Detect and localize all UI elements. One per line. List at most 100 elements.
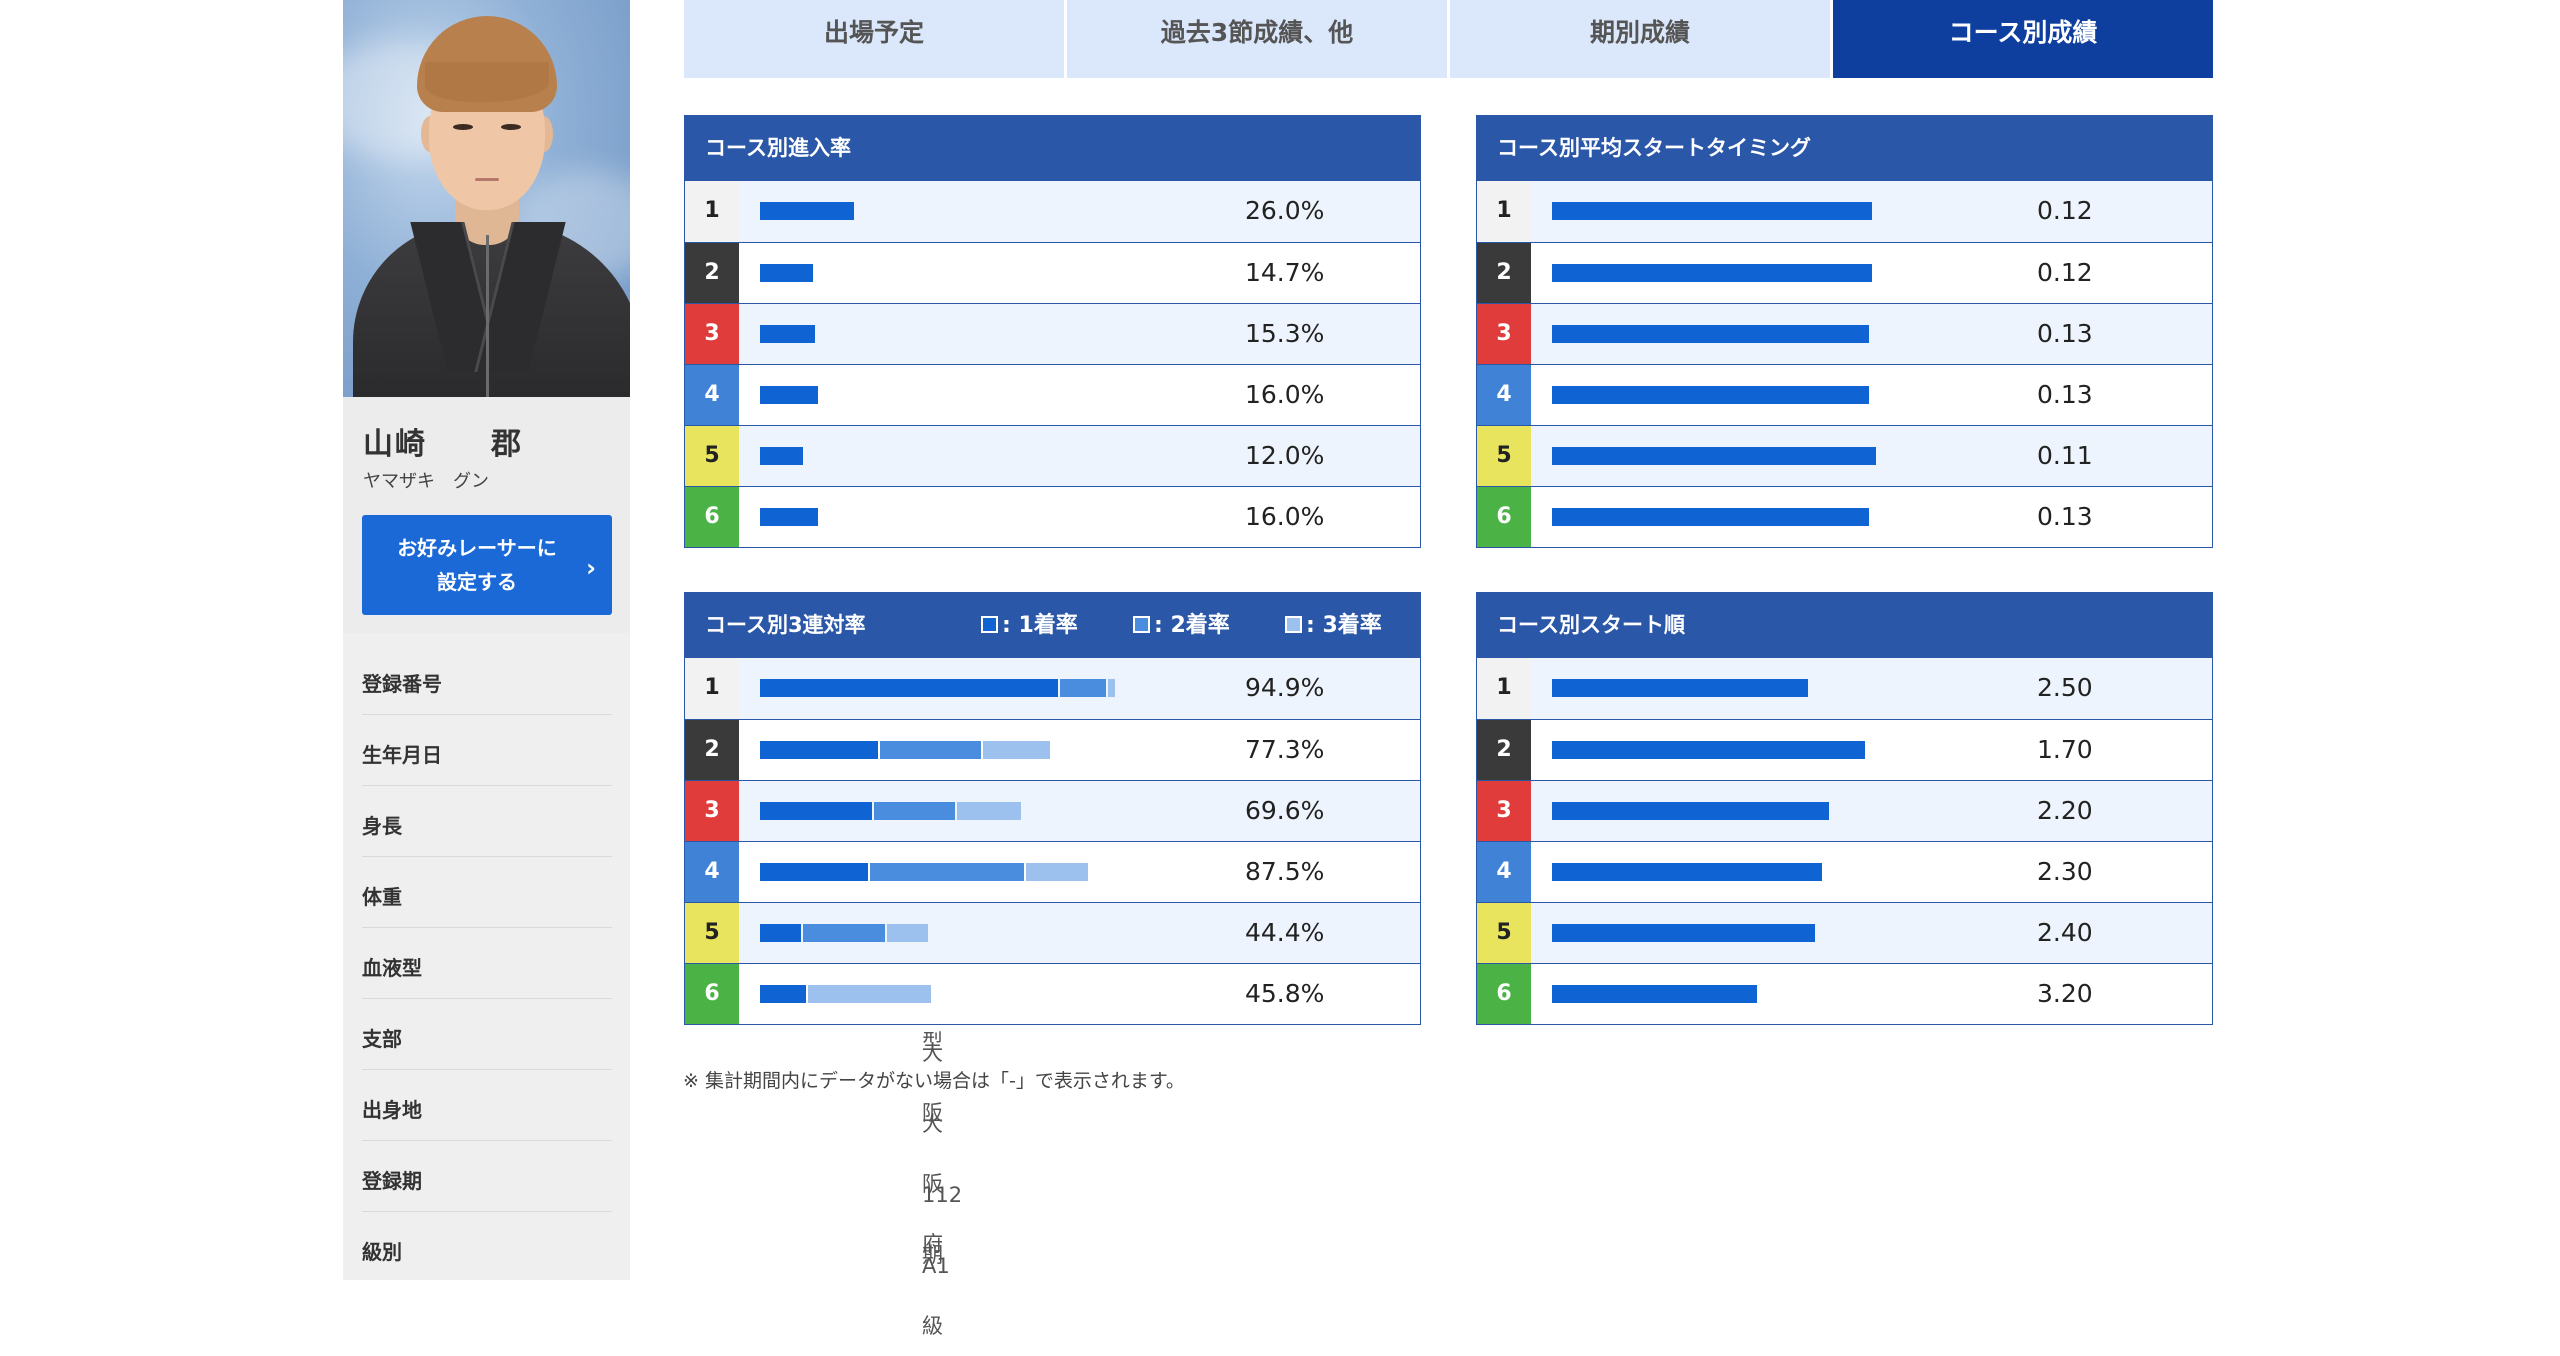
course-row: 4 87.5% (685, 841, 1420, 902)
course-value: 2.40 (2037, 918, 2093, 947)
bar-segment-1 (760, 325, 816, 343)
bar-track (1552, 741, 2052, 759)
course-number-badge: 2 (1477, 243, 1531, 303)
course-row: 6 3.20 (1477, 963, 2212, 1024)
info-label: 体重 (362, 885, 402, 909)
legend-third: : 3着率 (1285, 593, 1382, 658)
bar-track (760, 508, 1260, 526)
course-value: 69.6% (1245, 796, 1325, 825)
panel-title: コース別進入率 (685, 116, 1420, 181)
bar-track (760, 386, 1260, 404)
bar-segment-3 (982, 741, 1050, 759)
tab-1[interactable]: 出場予定 (684, 0, 1064, 78)
course-number-badge: 2 (1477, 720, 1531, 780)
bar-segment-2 (874, 802, 955, 820)
course-row: 2 0.12 (1477, 242, 2212, 303)
course-number-badge: 4 (1477, 365, 1531, 425)
panel-title: コース別平均スタートタイミング (1477, 116, 2212, 181)
bar-segment-1 (1552, 985, 1758, 1003)
set-favorite-button[interactable]: お好みレーサーに 設定する › (362, 515, 612, 615)
course-number-badge: 3 (685, 781, 739, 841)
course-number-badge: 2 (685, 720, 739, 780)
info-label: 出身地 (362, 1098, 422, 1122)
bar-segment-1 (760, 447, 804, 465)
bar-track (1552, 508, 2052, 526)
course-value: 2.20 (2037, 796, 2093, 825)
course-row: 6 45.8% (685, 963, 1420, 1024)
course-row: 2 77.3% (685, 719, 1420, 780)
course-value: 0.13 (2037, 502, 2093, 531)
panel-title: コース別3連対率 (705, 613, 866, 637)
course-value: 2.50 (2037, 673, 2093, 702)
bar-segment-2 (870, 863, 1025, 881)
bar-segment-1 (760, 802, 873, 820)
course-number-badge: 5 (685, 426, 739, 486)
course-number-badge: 1 (685, 181, 739, 242)
course-value: 2.30 (2037, 857, 2093, 886)
course-number-badge: 1 (1477, 181, 1531, 242)
legend-first: : 1着率 (981, 593, 1078, 658)
bar-segment-1 (1552, 386, 1869, 404)
course-start-timing-panel: コース別平均スタートタイミング 1 0.12 2 0.12 3 0.13 4 0.13 5 0.1… (1476, 115, 2213, 548)
course-value: 0.12 (2037, 196, 2093, 225)
bar-track (1552, 264, 2052, 282)
course-value: 16.0% (1245, 380, 1325, 409)
bar-segment-1 (760, 679, 1058, 697)
course-number-badge: 5 (1477, 903, 1531, 963)
course-row: 1 2.50 (1477, 658, 2212, 719)
bar-segment-1 (1552, 741, 1866, 759)
course-row: 1 26.0% (685, 181, 1420, 242)
footnote: ※ 集計期間内にデータがない場合は「-」で表示されます。 (683, 1070, 1185, 1092)
racer-photo (343, 0, 630, 397)
info-label: 級別 (362, 1240, 402, 1264)
course-row: 2 14.7% (685, 242, 1420, 303)
info-row: 生年月日1989/12/08 (362, 716, 1043, 786)
course-row: 5 12.0% (685, 425, 1420, 486)
course-value: 45.8% (1245, 979, 1325, 1008)
racer-info-list: 登録番号4760生年月日1989/12/08身長167cm体重51kg血液型A型… (343, 633, 1043, 1338)
tab-3[interactable]: 期別成績 (1450, 0, 1830, 78)
course-row: 3 69.6% (685, 780, 1420, 841)
bar-segment-3 (956, 802, 1022, 820)
course-row: 5 0.11 (1477, 425, 2212, 486)
bar-segment-1 (760, 863, 869, 881)
info-label: 支部 (362, 1027, 402, 1051)
bar-segment-2 (879, 741, 981, 759)
bar-track (1552, 447, 2052, 465)
legend-second-swatch (1133, 616, 1150, 633)
bar-track (1552, 325, 2052, 343)
bar-track (760, 985, 1260, 1003)
bar-track (1552, 802, 2052, 820)
course-value: 14.7% (1245, 258, 1325, 287)
course-number-badge: 3 (685, 304, 739, 364)
bar-segment-1 (1552, 447, 1876, 465)
tab-2[interactable]: 過去3節成績、他 (1067, 0, 1447, 78)
course-value: 3.20 (2037, 979, 2093, 1008)
bar-segment-1 (760, 985, 807, 1003)
course-number-badge: 3 (1477, 781, 1531, 841)
info-row: 級別 A1級 (362, 1213, 950, 1338)
info-row: 体重51kg (362, 858, 974, 928)
info-label: 身長 (362, 814, 402, 838)
course-row: 4 16.0% (685, 364, 1420, 425)
bar-track (760, 325, 1260, 343)
course-value: 94.9% (1245, 673, 1325, 702)
course-number-badge: 5 (685, 903, 739, 963)
bar-track (760, 264, 1260, 282)
bar-segment-3 (1026, 863, 1089, 881)
tab-4[interactable]: コース別成績 (1833, 0, 2213, 78)
bar-segment-1 (1552, 508, 1869, 526)
course-value: 0.11 (2037, 441, 2093, 470)
racer-name: 山崎 郡 (363, 427, 523, 462)
course-number-badge: 5 (1477, 426, 1531, 486)
course-number-badge: 2 (685, 243, 739, 303)
course-value: 0.13 (2037, 380, 2093, 409)
bar-segment-3 (808, 985, 932, 1003)
course-value: 15.3% (1245, 319, 1325, 348)
course-row: 5 2.40 (1477, 902, 2212, 963)
legend-third-swatch (1285, 616, 1302, 633)
course-start-order-panel: コース別スタート順 1 2.50 2 1.70 3 2.20 4 2.30 5 2.40 6 3.20 (1476, 592, 2213, 1025)
legend-second: : 2着率 (1133, 593, 1230, 658)
bar-track (1552, 924, 2052, 942)
